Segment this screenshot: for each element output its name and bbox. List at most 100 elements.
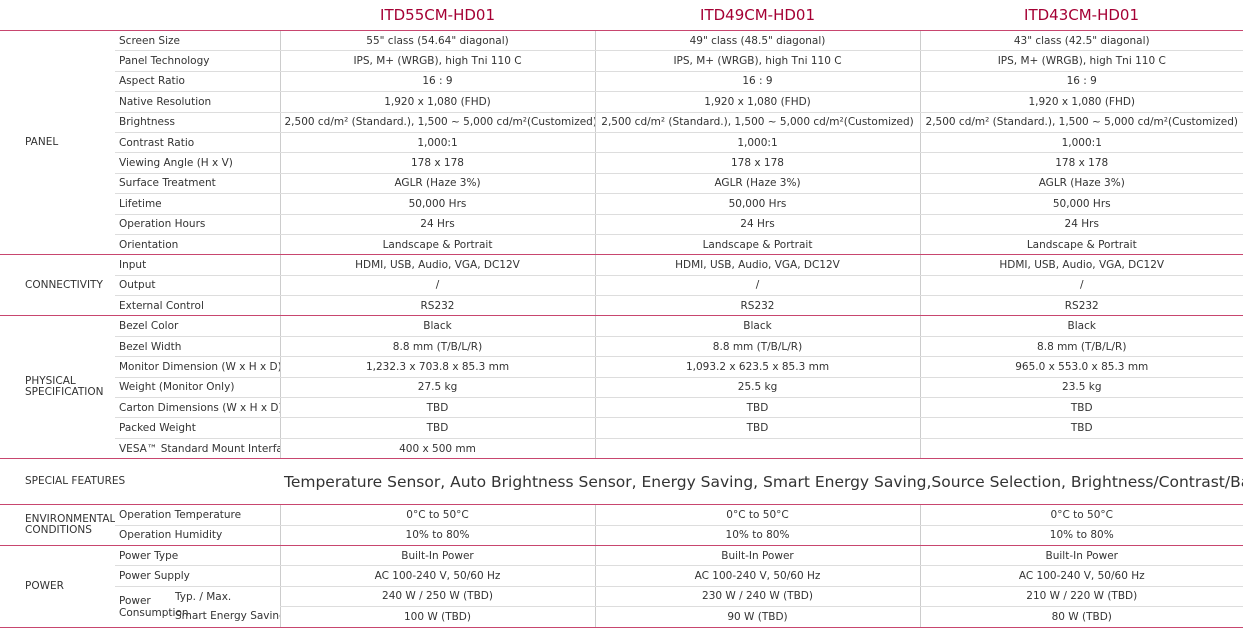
model-name: ITD49CM-HD01: [595, 0, 920, 31]
row-label: Typ. / Max.: [175, 591, 232, 604]
spec-value: AGLR (Haze 3%): [594, 173, 920, 195]
spec-row: Power Consumption Typ. / Max. Smart Energy…: [0, 586, 1243, 628]
spec-value: Landscape & Portrait: [594, 234, 920, 256]
spec-value: HDMI, USB, Audio, VGA, DC12V: [279, 254, 595, 276]
section-name: CONNECTIVITY: [0, 254, 115, 317]
row-label: Viewing Angle (H x V): [115, 152, 280, 174]
spec-value: 50,000 Hrs: [919, 193, 1243, 215]
spec-value: 24 Hrs: [279, 214, 595, 235]
spec-row: ENVIRONMENTAL CONDITIONS Operation Temper…: [0, 504, 1243, 546]
spec-value: 10% to 80%: [919, 525, 1243, 546]
spec-value: TBD: [279, 417, 595, 439]
spec-row: Panel Technology IPS, M+ (WRGB), high Tni…: [0, 50, 1243, 72]
spec-row: Native Resolution 1,920 x 1,080 (FHD) 1,92…: [0, 91, 1243, 113]
header-row: ITD55CM-HD01 ITD49CM-HD01 ITD43CM-HD01: [0, 0, 1243, 31]
section-name: PANEL: [0, 30, 115, 256]
spec-value: /: [919, 275, 1243, 297]
spec-row: Power Supply AC 100-240 V, 50/60 Hz AC 100…: [0, 565, 1243, 587]
spec-row: Packed Weight TBD TBD TBD: [0, 417, 1243, 439]
spec-row: Aspect Ratio 16 : 9 16 : 9 16 : 9: [0, 71, 1243, 93]
spec-value: 230 W / 240 W (TBD): [594, 586, 920, 608]
spec-row: External Control RS232 RS232 RS232: [0, 295, 1243, 317]
spec-row: Carton Dimensions (W x H x D) TBD TBD TBD: [0, 397, 1243, 419]
spec-value: 1,920 x 1,080 (FHD): [594, 91, 920, 113]
spec-value: 1,000:1: [594, 132, 920, 154]
feature-text: Temperature Sensor, Auto Brightness Sens…: [280, 458, 1243, 506]
spec-row: CONNECTIVITY Input HDMI, USB, Audio, VGA, …: [0, 254, 1243, 317]
spec-value: AGLR (Haze 3%): [919, 173, 1243, 195]
row-label: Power Supply: [115, 565, 280, 587]
spec-value: 43" class (42.5" diagonal): [919, 30, 1243, 52]
spec-value: Black: [919, 315, 1243, 337]
spec-value: HDMI, USB, Audio, VGA, DC12V: [919, 254, 1243, 276]
group: Power Consumption Typ. / Max. Smart Energy…: [119, 588, 280, 626]
section-name: ENVIRONMENTAL CONDITIONS: [0, 504, 115, 546]
row-label: External Control: [115, 295, 280, 317]
spec-value: 8.8 mm (T/B/L/R): [919, 336, 1243, 358]
row-label: Output: [115, 275, 280, 297]
row-label: Packed Weight: [115, 417, 280, 439]
spec-value: 25.5 kg: [594, 377, 920, 399]
spec-value: Black: [594, 315, 920, 337]
spec-value: 27.5 kg: [279, 377, 595, 399]
section-name: PHYSICAL SPECIFICATION: [0, 315, 115, 460]
section-name: SPECIAL FEATURES: [0, 458, 280, 506]
spec-value: Landscape & Portrait: [919, 234, 1243, 256]
spec-value: 2,500 cd/m² (Standard.), 1,500 ~ 5,000 c…: [279, 112, 595, 133]
row-label: Carton Dimensions (W x H x D): [115, 397, 280, 419]
spec-row: Contrast Ratio 1,000:1 1,000:1 1,000:1: [0, 132, 1243, 154]
row-label: Operation Humidity: [115, 525, 280, 546]
row-label: VESA™ Standard Mount Interface: [115, 438, 280, 460]
spec-value: 8.8 mm (T/B/L/R): [279, 336, 595, 358]
row-label: Input: [115, 254, 280, 276]
spec-value: 100 W (TBD): [279, 606, 595, 628]
spec-value: 1,920 x 1,080 (FHD): [919, 91, 1243, 113]
spec-value: 80 W (TBD): [919, 606, 1243, 628]
group-label-cell: Power Consumption Typ. / Max. Smart Energy…: [115, 586, 280, 628]
spec-value: RS232: [279, 295, 595, 317]
spec-value: 2,500 cd/m² (Standard.), 1,500 ~ 5,000 c…: [919, 112, 1243, 133]
spec-value: 178 x 178: [279, 152, 595, 174]
spec-value: 1,000:1: [919, 132, 1243, 154]
spec-value: IPS, M+ (WRGB), high Tni 110 C: [919, 50, 1243, 72]
row-label: Monitor Dimension (W x H x D): [115, 356, 280, 378]
feature-row: SPECIAL FEATURES Temperature Sensor, Auto…: [0, 458, 1243, 506]
spec-value: Landscape & Portrait: [279, 234, 595, 256]
spec-value: Black: [279, 315, 595, 337]
row-label: Operation Hours: [115, 214, 280, 235]
row-label: Native Resolution: [115, 91, 280, 113]
spec-value: IPS, M+ (WRGB), high Tni 110 C: [279, 50, 595, 72]
row-label: Brightness: [115, 112, 280, 133]
row-label: Surface Treatment: [115, 173, 280, 195]
row-label: Lifetime: [115, 193, 280, 215]
spec-row: Bezel Width 8.8 mm (T/B/L/R) 8.8 mm (T/B/L…: [0, 336, 1243, 358]
spec-value: AGLR (Haze 3%): [279, 173, 595, 195]
spec-value: 0°C to 50°C: [594, 504, 920, 526]
sub-labels: Typ. / Max. Smart Energy Saving: [175, 588, 280, 626]
spec-value: TBD: [279, 397, 595, 419]
spec-value: /: [594, 275, 920, 297]
row-label: Contrast Ratio: [115, 132, 280, 154]
blank: [0, 0, 280, 31]
spec-value: 16 : 9: [919, 71, 1243, 93]
spec-value: 8.8 mm (T/B/L/R): [594, 336, 920, 358]
row-label: Operation Temperature: [115, 504, 280, 526]
spec-value: /: [279, 275, 595, 297]
spec-value: 0°C to 50°C: [279, 504, 595, 526]
spec-value: Built-In Power: [919, 545, 1243, 567]
spec-value: 1,000:1: [279, 132, 595, 154]
spec-value: 1,232.3 x 703.8 x 85.3 mm: [279, 356, 595, 378]
row-label: Power Type: [115, 545, 280, 567]
spec-value: 0°C to 50°C: [919, 504, 1243, 526]
row-label: Bezel Width: [115, 336, 280, 358]
row-label: Screen Size: [115, 30, 280, 52]
spec-row: POWER Power Type Built-In Power Built-In Po…: [0, 545, 1243, 628]
spec-value: AC 100-240 V, 50/60 Hz: [594, 565, 920, 587]
spec-value: 90 W (TBD): [594, 606, 920, 628]
row-label: Weight (Monitor Only): [115, 377, 280, 399]
spec-value: TBD: [919, 397, 1243, 419]
spec-value: TBD: [594, 417, 920, 439]
spec-value: TBD: [594, 397, 920, 419]
